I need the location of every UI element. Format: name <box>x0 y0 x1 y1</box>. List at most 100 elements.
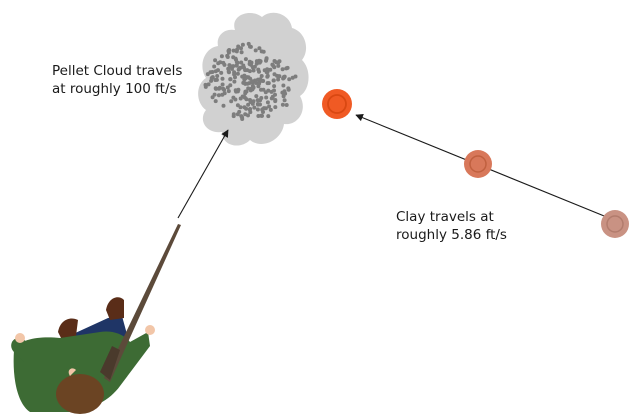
pellet <box>251 68 256 73</box>
pellet <box>233 88 238 93</box>
pellet <box>212 64 217 69</box>
pellets <box>203 41 298 121</box>
pellet <box>242 73 247 78</box>
shooter-ear <box>68 368 76 376</box>
shotgun-icon <box>104 224 181 382</box>
pellet <box>239 50 244 55</box>
pellet <box>246 113 250 118</box>
shooter-boot-left <box>58 318 78 340</box>
pellet <box>287 77 292 82</box>
pellet <box>222 87 227 92</box>
pellet <box>236 44 241 49</box>
pellet <box>267 104 272 109</box>
pellet <box>208 70 213 75</box>
pellet <box>272 72 277 77</box>
pellet <box>290 75 295 80</box>
pellet <box>203 84 208 89</box>
pellet <box>213 58 218 63</box>
pellet <box>235 47 240 52</box>
pellet <box>274 60 279 65</box>
pellet <box>239 60 244 65</box>
pellet <box>240 42 245 47</box>
pellet <box>228 64 233 69</box>
pellet <box>257 69 261 74</box>
pellet <box>282 98 287 103</box>
pellet-cloud-label-line1: Pellet Cloud travels <box>52 63 183 79</box>
pellet <box>261 49 266 54</box>
pellet <box>216 61 221 66</box>
pellet <box>232 79 237 84</box>
pellet <box>247 69 252 74</box>
pellet <box>284 103 289 107</box>
pellet <box>221 103 226 108</box>
pellet <box>269 89 274 94</box>
pellet <box>247 107 252 112</box>
pellet-cloud-icon <box>198 12 309 146</box>
clay-label-line1: Clay travels at <box>396 209 494 225</box>
pellet <box>268 107 273 112</box>
pellet-cloud-label-line2: at roughly 100 ft/s <box>52 81 177 97</box>
pellet <box>244 97 249 102</box>
pellet <box>235 103 240 108</box>
pellet <box>239 114 244 119</box>
pellet <box>253 48 258 53</box>
pellet <box>213 99 218 104</box>
pellet <box>234 63 239 68</box>
pellet <box>242 65 246 70</box>
pellet <box>216 68 220 73</box>
pellet <box>273 105 278 110</box>
pellet <box>257 59 262 64</box>
pellet <box>235 71 240 76</box>
pellet <box>272 84 277 89</box>
shot-trajectory-arrow <box>177 129 229 219</box>
pellet <box>248 44 252 49</box>
pellet <box>254 81 259 85</box>
pellet <box>257 81 262 86</box>
pellet <box>213 78 218 82</box>
pellet <box>265 100 270 105</box>
pellet <box>259 113 264 118</box>
pellet <box>215 74 220 78</box>
pellet <box>226 69 231 74</box>
pellet <box>229 99 234 104</box>
pellet <box>247 59 252 64</box>
pellet <box>273 98 278 102</box>
pellet <box>217 86 221 91</box>
pellet <box>268 67 273 72</box>
shooter-arm-left <box>11 337 34 362</box>
pellet-cloud-shape <box>198 12 309 146</box>
pellet <box>260 107 265 112</box>
pellet <box>277 74 282 79</box>
pellet <box>244 106 249 111</box>
pellet <box>276 77 281 82</box>
pellet <box>219 54 224 59</box>
pellet <box>225 53 230 58</box>
pellet <box>242 77 247 82</box>
pellet <box>210 95 215 100</box>
pellet <box>254 59 259 64</box>
shooter-boot-right <box>106 297 124 320</box>
pellet-cloud-label: Pellet Cloud travels at roughly 100 ft/s <box>52 62 182 98</box>
pellet <box>238 96 243 101</box>
pellet <box>252 105 257 110</box>
pellet <box>237 66 242 71</box>
pellet <box>231 112 236 117</box>
pellet <box>276 63 281 68</box>
pellet <box>246 102 251 107</box>
clay-target-start-icon <box>601 210 629 238</box>
pellet <box>250 86 255 91</box>
pellet <box>265 73 270 78</box>
pellet <box>286 86 291 91</box>
pellet <box>233 97 238 102</box>
shooter-hand-left <box>15 333 25 343</box>
pellet <box>232 70 237 75</box>
pellet <box>264 56 269 61</box>
pellet <box>280 90 285 95</box>
pellet <box>220 76 225 81</box>
pellet <box>254 94 259 99</box>
pellet <box>266 114 271 119</box>
pellet <box>235 112 240 117</box>
pellet <box>271 78 276 83</box>
pellet <box>241 80 246 85</box>
